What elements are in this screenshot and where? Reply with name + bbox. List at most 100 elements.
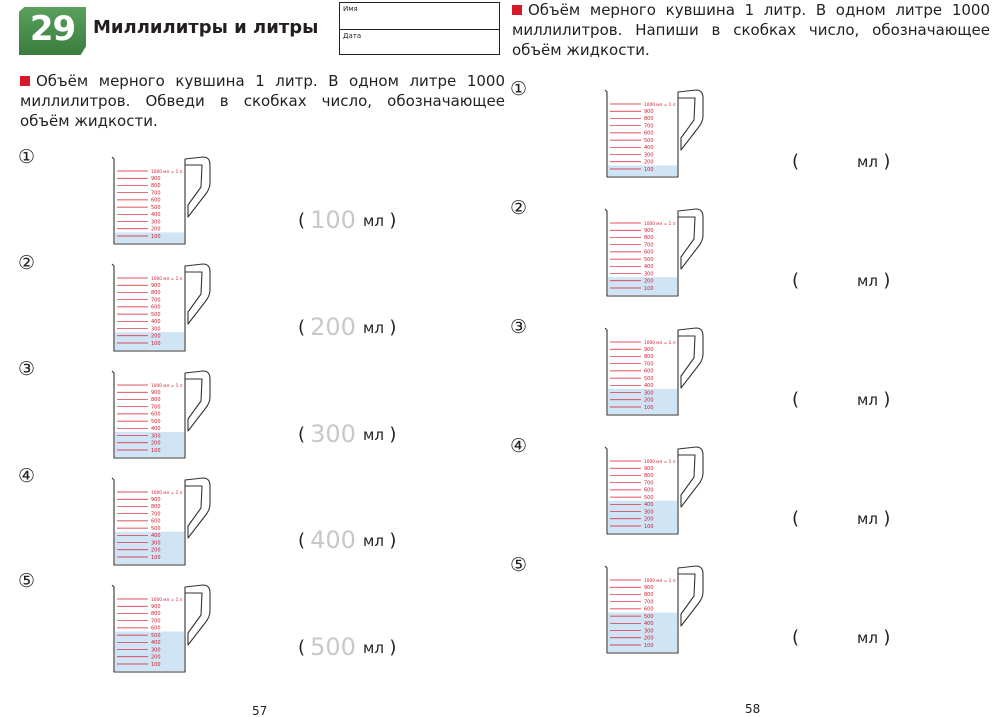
- scale-label: 400: [151, 640, 161, 646]
- scale-label: 500: [644, 257, 654, 263]
- page-title: Миллилитры и литры: [93, 17, 319, 38]
- scale-label: 100: [644, 524, 654, 530]
- scale-label: 1000 мл = 1 л: [644, 459, 676, 465]
- answer-value[interactable]: 500: [310, 633, 356, 661]
- answer-unit: мл: [857, 629, 878, 647]
- water-fill: [608, 500, 677, 533]
- item-number: ④: [18, 465, 36, 487]
- scale-label: 700: [151, 618, 161, 624]
- scale-label: 800: [151, 611, 161, 617]
- red-square-bullet-icon: [20, 76, 30, 86]
- scale-label: 200: [151, 227, 161, 233]
- scale-label: 400: [644, 621, 654, 627]
- water-fill: [608, 165, 677, 176]
- jug-outline: [111, 156, 211, 245]
- scale-label: 1000 мл = 1 л: [151, 383, 183, 389]
- answer-value[interactable]: 100: [310, 206, 356, 234]
- scale-label: 600: [151, 305, 161, 311]
- scale-label: 1000 мл = 1 л: [644, 102, 676, 108]
- scale-label: 1000 мл = 1 л: [151, 597, 183, 603]
- answer-choice[interactable]: (200 мл ): [298, 313, 397, 341]
- scale-label: 1000 мл = 1 л: [644, 340, 676, 346]
- scale-label: 900: [151, 176, 161, 182]
- scale-label: 300: [151, 433, 161, 439]
- answer-blank[interactable]: (мл ): [792, 270, 891, 291]
- scale-label: 300: [644, 509, 654, 515]
- water-fill: [608, 277, 677, 295]
- answer-value[interactable]: 400: [310, 526, 356, 554]
- scale-label: 800: [151, 397, 161, 403]
- scale-label: 400: [151, 426, 161, 432]
- scale-label: 100: [644, 167, 654, 173]
- scale-label: 200: [644, 517, 654, 523]
- answer-choice[interactable]: (400 мл ): [298, 526, 397, 554]
- scale-label: 700: [644, 480, 654, 486]
- scale-label: 300: [644, 271, 654, 277]
- water-fill: [115, 431, 184, 457]
- jug-outline: [111, 370, 211, 459]
- scale-label: 200: [151, 655, 161, 661]
- measuring-jug: 1000 мл = 1 л 900 800 700 600 500 400 300 200 100: [604, 88, 709, 180]
- scale-label: 100: [644, 286, 654, 292]
- scale-label: 500: [151, 633, 161, 639]
- scale-label: 900: [644, 585, 654, 591]
- water-fill: [608, 388, 677, 414]
- answer-choice[interactable]: (100 мл ): [298, 206, 397, 234]
- scale-label: 700: [644, 242, 654, 248]
- answer-blank[interactable]: (мл ): [792, 627, 891, 648]
- scale-label: 200: [644, 279, 654, 285]
- left-instruction-text: Объём мерного кувшина 1 литр. В одном ли…: [20, 72, 505, 130]
- answer-unit: мл: [857, 153, 878, 171]
- scale-label: 600: [151, 626, 161, 632]
- scale-label: 500: [644, 495, 654, 501]
- scale-label: 200: [644, 398, 654, 404]
- answer-value[interactable]: 200: [310, 313, 356, 341]
- measuring-jug: 1000 мл = 1 л 900 800 700 600 500 400 300 200 100: [111, 155, 216, 247]
- answer-blank[interactable]: (мл ): [792, 389, 891, 410]
- scale-label: 500: [151, 526, 161, 532]
- answer-choice[interactable]: (300 мл ): [298, 420, 397, 448]
- scale-label: 700: [151, 511, 161, 517]
- answer-unit: мл: [857, 272, 878, 290]
- scale-label: 1000 мл = 1 л: [644, 578, 676, 584]
- scale-label: 400: [644, 145, 654, 151]
- date-field[interactable]: Дата: [340, 29, 499, 55]
- scale-label: 700: [644, 599, 654, 605]
- scale-label: 300: [644, 152, 654, 158]
- water-fill: [115, 232, 184, 243]
- name-field[interactable]: Имя: [340, 3, 499, 29]
- scale-label: 1000 мл = 1 л: [644, 221, 676, 227]
- jug-outline: [604, 208, 704, 297]
- measuring-jug: 1000 мл = 1 л 900 800 700 600 500 400 300 200 100: [111, 369, 216, 461]
- answer-blank[interactable]: (мл ): [792, 151, 891, 172]
- item-number: ③: [510, 316, 528, 338]
- answer-blank[interactable]: (мл ): [792, 508, 891, 529]
- water-fill: [115, 332, 184, 350]
- measuring-jug: 1000 мл = 1 л 900 800 700 600 500 400 300 200 100: [111, 583, 216, 675]
- scale-label: 600: [644, 131, 654, 137]
- scale-label: 800: [151, 290, 161, 296]
- scale-label: 700: [644, 361, 654, 367]
- answer-unit: мл: [363, 639, 384, 657]
- scale-label: 1000 мл = 1 л: [151, 276, 183, 282]
- scale-label: 900: [644, 466, 654, 472]
- scale-label: 100: [151, 234, 161, 240]
- answer-choice[interactable]: (500 мл ): [298, 633, 397, 661]
- scale-label: 200: [151, 548, 161, 554]
- jug-outline: [111, 263, 211, 352]
- scale-label: 100: [151, 341, 161, 347]
- left-task-instruction: Объём мерного кувшина 1 литр. В одном ли…: [20, 71, 505, 131]
- scale-label: 700: [151, 297, 161, 303]
- scale-label: 800: [644, 473, 654, 479]
- scale-label: 600: [644, 369, 654, 375]
- item-number: ①: [510, 78, 528, 100]
- jug-outline: [111, 477, 211, 566]
- measuring-jug: 1000 мл = 1 л 900 800 700 600 500 400 300 200 100: [111, 476, 216, 568]
- answer-value[interactable]: 300: [310, 420, 356, 448]
